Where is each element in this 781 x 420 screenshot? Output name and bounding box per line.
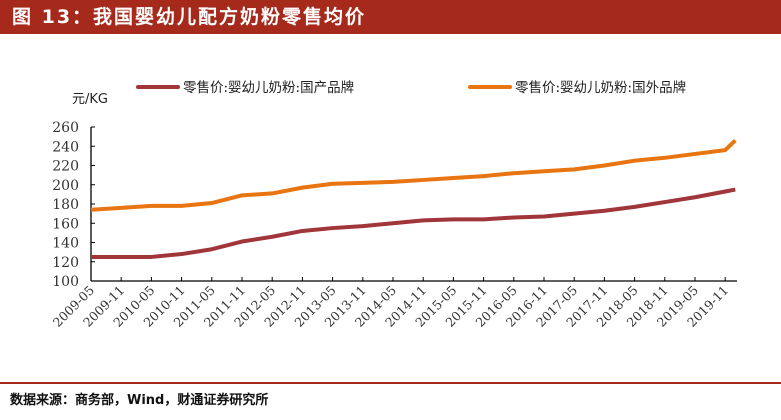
y-axis-label: 元/KG xyxy=(72,92,108,107)
y-tick-label: 240 xyxy=(52,139,79,155)
legend-label: 零售价:婴幼儿奶粉:国外品牌 xyxy=(515,79,686,96)
y-tick-label: 100 xyxy=(52,274,79,290)
y-tick-label: 200 xyxy=(52,178,79,194)
legend: 零售价:婴幼儿奶粉:国产品牌 零售价:婴幼儿奶粉:国外品牌 xyxy=(136,79,686,96)
y-tick-label: 260 xyxy=(52,120,79,136)
y-tick-label: 140 xyxy=(52,236,79,252)
y-tick-label: 120 xyxy=(52,255,79,271)
source-note: 数据来源：商务部，Wind，财通证券研究所 xyxy=(10,393,269,408)
y-tick-label: 220 xyxy=(52,159,79,175)
legend-label: 零售价:婴幼儿奶粉:国产品牌 xyxy=(183,79,354,96)
divider xyxy=(0,382,781,384)
series-line xyxy=(90,139,737,212)
y-tick-label: 160 xyxy=(52,216,79,232)
y-tick-label: 180 xyxy=(52,197,79,213)
line-chart: 零售价:婴幼儿奶粉:国产品牌 零售价:婴幼儿奶粉:国外品牌 元/KG 100 120… xyxy=(50,79,737,330)
figure-title: 图 13：我国婴幼儿配方奶粉零售均价 xyxy=(0,0,781,34)
series-line xyxy=(91,187,736,259)
